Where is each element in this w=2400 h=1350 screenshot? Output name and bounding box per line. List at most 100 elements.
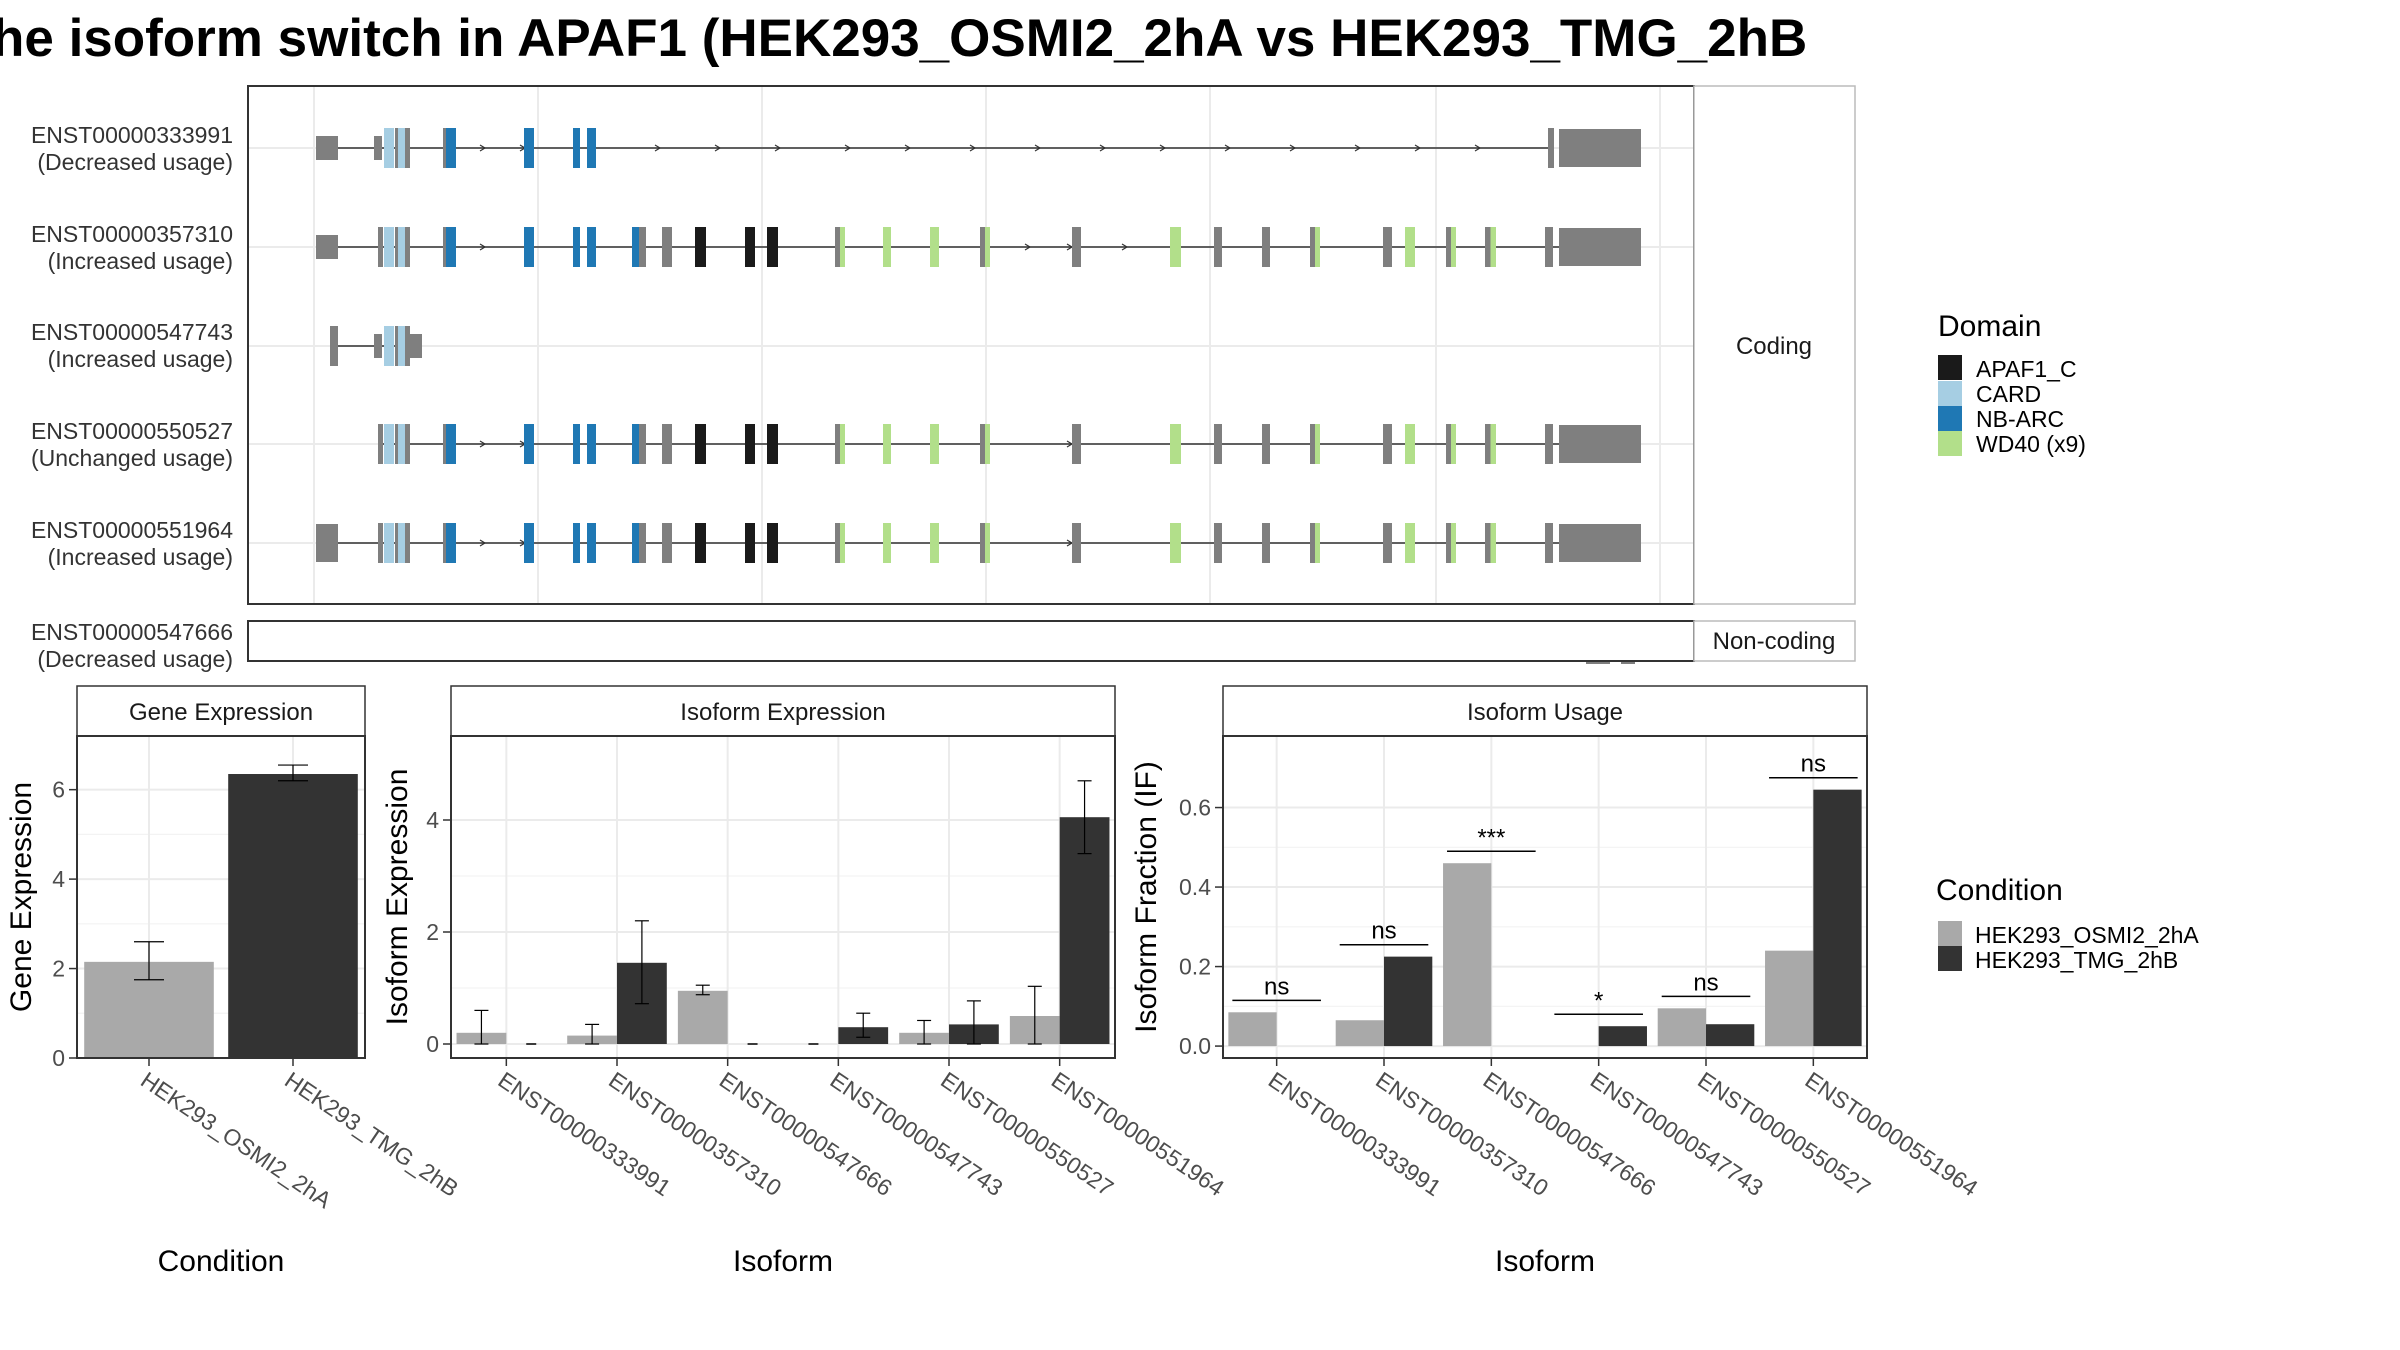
plot-border	[76, 735, 366, 1059]
plot-area: nsns****nsns0.00.20.40.6ENST00000333991E…	[1179, 736, 1983, 1201]
y-axis-label: Gene Expression	[5, 782, 38, 1012]
exon	[1559, 228, 1641, 266]
exon	[573, 128, 580, 168]
exon	[639, 424, 646, 464]
exon	[1170, 523, 1181, 563]
transcript-model	[316, 128, 1641, 168]
condition-legend-title: Condition	[1936, 874, 2063, 907]
exon	[1405, 424, 1415, 464]
legend-swatch-wd40	[1938, 431, 1962, 456]
y-tick-label: 0.2	[1179, 954, 1211, 980]
exon	[384, 424, 394, 464]
strand-arrow	[1159, 144, 1167, 152]
exon	[632, 424, 639, 464]
noncoding-strip	[1693, 620, 1856, 662]
exon	[384, 227, 394, 267]
exon	[1545, 523, 1553, 563]
exon	[745, 227, 755, 267]
bar	[1706, 1024, 1755, 1047]
exon	[662, 424, 672, 464]
exon	[1262, 424, 1270, 464]
exon	[1559, 425, 1641, 463]
exon	[1072, 424, 1081, 464]
exon	[1072, 227, 1081, 267]
exon	[1315, 227, 1320, 267]
exon	[395, 326, 400, 366]
exon	[1446, 227, 1451, 267]
strand-arrow	[714, 144, 722, 152]
bar	[1443, 863, 1492, 1047]
plot-area: 024ENST00000333991ENST00000357310ENST000…	[426, 736, 1229, 1201]
exon	[405, 424, 410, 464]
isoform-usage-panel: Isoform Usage nsns****nsns0.00.20.40.6EN…	[1130, 685, 1983, 1278]
strand-arrow	[479, 539, 487, 547]
exon	[524, 128, 534, 168]
tx-id-label: ENST00000547666	[31, 619, 233, 645]
tx-id-label: ENST00000333991	[31, 122, 233, 148]
significance-label: ns	[1264, 973, 1289, 1000]
significance-label: ***	[1477, 824, 1505, 851]
strand-arrow	[1414, 144, 1422, 152]
exon	[1490, 227, 1496, 267]
exon	[398, 326, 405, 366]
strand-arrow	[1289, 144, 1297, 152]
legend-label: NB-ARC	[1976, 406, 2064, 432]
strand-arrow	[844, 144, 852, 152]
strand-arrow	[969, 144, 977, 152]
bar	[1598, 1026, 1647, 1047]
exon	[980, 227, 985, 267]
strip	[450, 685, 1116, 737]
exon	[695, 227, 706, 267]
transcript-model	[316, 227, 1641, 267]
exon	[1485, 424, 1491, 464]
transcript-model	[330, 326, 422, 366]
bar	[1335, 1020, 1384, 1047]
y-tick-label: 2	[52, 956, 65, 982]
exon	[1310, 424, 1315, 464]
exon	[632, 523, 639, 563]
exon	[405, 227, 410, 267]
coding-strip	[1693, 85, 1856, 605]
exon	[1559, 129, 1641, 167]
exon	[1490, 523, 1496, 563]
exon	[573, 227, 580, 267]
x-tick-label: ENST00000551964	[1801, 1067, 1983, 1202]
x-tick-label: ENST00000333991	[1264, 1067, 1446, 1202]
exon	[1310, 227, 1315, 267]
bar	[1228, 1012, 1277, 1047]
exon	[524, 424, 534, 464]
figure-title: he isoform switch in APAF1 (HEK293_OSMI2…	[0, 9, 1807, 68]
exon	[378, 227, 383, 267]
exon	[1548, 128, 1554, 168]
exon	[930, 523, 939, 563]
significance-label: *	[1594, 987, 1603, 1014]
exon	[443, 227, 446, 267]
y-tick-label: 0.4	[1179, 874, 1211, 900]
tx-id-label: ENST00000357310	[31, 221, 233, 247]
exon	[446, 523, 456, 563]
y-axis-label: Isoform Expression	[381, 769, 414, 1026]
exon	[695, 523, 706, 563]
strip	[76, 685, 366, 737]
exon	[1485, 523, 1491, 563]
strand-arrow	[1024, 243, 1032, 251]
exon	[883, 227, 891, 267]
exon	[384, 326, 394, 366]
legend-swatch-nbarc	[1938, 406, 1962, 431]
exon	[1262, 523, 1270, 563]
y-tick-label: 0.0	[1179, 1033, 1211, 1059]
exon	[395, 523, 400, 563]
exon	[1559, 524, 1641, 562]
isoform-expression-panel: Isoform Expression 024ENST00000333991ENS…	[381, 685, 1229, 1278]
exon	[374, 334, 382, 358]
strand-arrow	[1224, 144, 1232, 152]
exon	[1214, 523, 1222, 563]
transcript-model	[316, 523, 1641, 563]
exon	[985, 424, 990, 464]
exon	[745, 424, 755, 464]
exon	[395, 128, 400, 168]
exon	[1490, 424, 1496, 464]
bar	[1059, 817, 1110, 1044]
strand-arrow	[904, 144, 912, 152]
